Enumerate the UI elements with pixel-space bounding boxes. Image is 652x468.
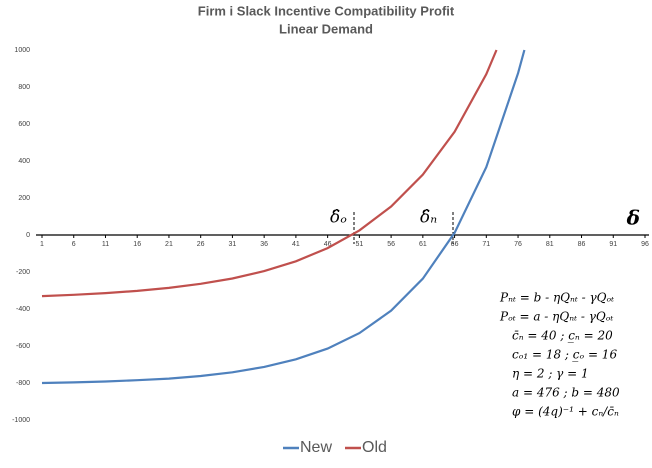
equation: Pₒₜ = a - ηQₙₜ - γQₒₜ [499,310,613,324]
y-tick-label: -1000 [12,417,30,424]
x-tick-label: 11 [102,241,109,248]
equation: η = 2 ; γ = 1 [512,367,589,381]
x-tick-label: 26 [197,241,205,248]
y-tick-label: 600 [18,121,30,128]
series-line [41,49,526,385]
x-tick-label: 76 [514,241,522,248]
legend-label: New [300,439,332,456]
y-tick-label: -600 [16,343,30,350]
x-tick-label: 46 [324,241,332,248]
x-axis-label: δ [626,206,640,230]
x-tick-label: 51 [355,241,363,248]
x-tick-label: 91 [609,241,617,248]
y-tick-label: 200 [18,195,30,202]
y-tick-label: -400 [16,306,30,313]
x-tick-label: 86 [578,241,586,248]
x-tick-label: 96 [641,241,649,248]
y-tick-label: 0 [26,232,30,239]
x-tick-label: 81 [546,241,554,248]
y-tick-label: -800 [16,380,30,387]
x-tick-label: 36 [260,241,268,248]
legend-label: Old [362,439,387,456]
chart-subtitle: Linear Demand [279,21,373,36]
y-tick-label: 400 [18,158,30,165]
x-tick-label: 31 [229,241,237,248]
y-tick-label: -200 [16,269,30,276]
equation: cₒ₁ = 18 ; c̲ₒ = 16 [512,348,617,362]
x-tick-label: 16 [133,241,141,248]
x-tick-label: 6 [72,241,76,248]
x-tick-label: 41 [292,241,300,248]
x-tick-label: 66 [451,241,459,248]
annotation: δ̂ₙ [420,208,437,228]
equation: φ = (4q)⁻¹ + cₙ/c̄ₙ [512,405,619,419]
x-tick-label: 71 [482,241,490,248]
equation: Pₙₜ = b - ηQₙₜ - γQₒₜ [499,291,614,305]
annotation: δ̂ₒ [330,208,347,228]
x-tick-label: 56 [387,241,395,248]
equation: a = 476 ; b = 480 [512,386,620,400]
x-tick-label: 61 [419,241,427,248]
series-line [41,49,498,298]
chart-title: Firm i Slack Incentive Compatibility Pro… [198,3,455,18]
x-tick-label: 1 [40,241,44,248]
y-tick-label: 800 [18,84,30,91]
x-tick-label: 21 [165,241,173,248]
equation: c̄ₙ = 40 ; c̲ₙ = 20 [512,329,613,343]
y-tick-label: 1000 [14,47,30,54]
